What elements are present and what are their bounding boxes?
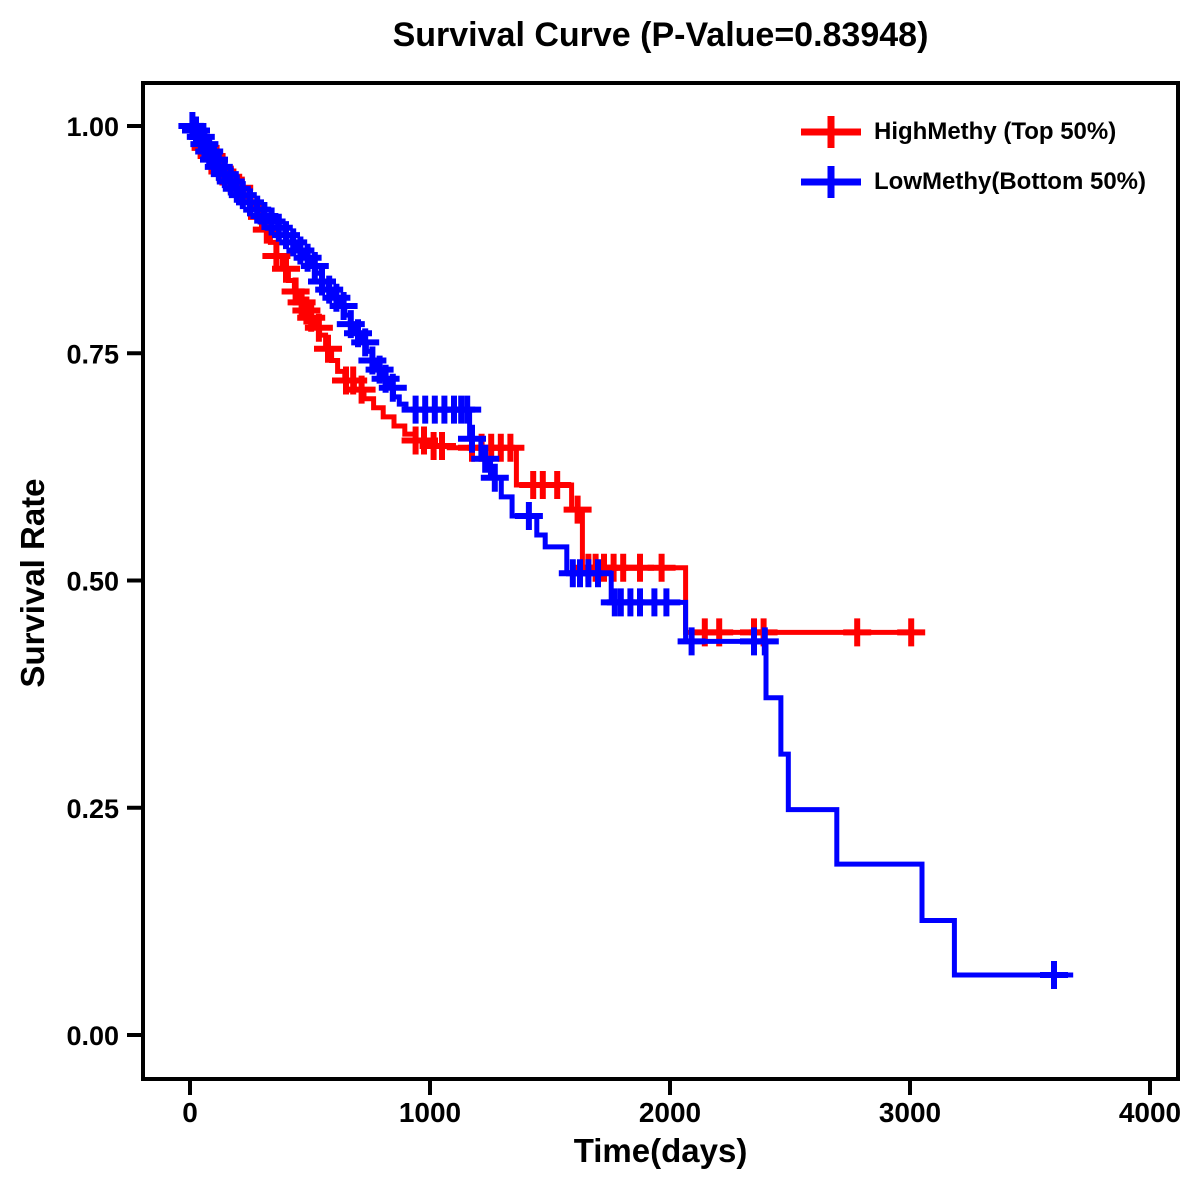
legend-item-lowmethy: LowMethy(Bottom 50%) [800,162,1146,202]
censor-mark [652,588,681,617]
censor-mark [843,618,872,647]
plot-frame [141,81,1180,1081]
censor-mark [647,553,676,582]
censor-mark [378,373,407,402]
y-tick-label: 0.25 [66,794,119,824]
y-tick-label: 1.00 [66,112,119,142]
x-tick-label: 3000 [879,1097,941,1128]
plus-line-marker-icon [801,166,861,198]
x-tick-label: 4000 [1119,1097,1181,1128]
x-tick-label: 1000 [399,1097,461,1128]
censor-mark [428,431,456,460]
legend-label-highmethy: HighMethy (Top 50%) [874,118,1117,145]
y-tick-label: 0.50 [66,567,119,597]
survival-curve-lowmethy [190,123,1074,978]
censor-mark [471,444,500,473]
censor-mark [453,395,482,424]
censor-mark [496,433,525,462]
censor-mark [584,559,612,588]
censor-mark [897,618,926,647]
censor-mark [480,463,509,492]
censor-mark [329,291,358,320]
x-tick-label: 0 [182,1097,198,1128]
censor-mark [543,471,572,500]
x-tick-label: 2000 [639,1097,701,1128]
x-axis-label: Time(days) [573,1132,748,1169]
y-tick-label: 0.75 [66,339,119,369]
censor-mark [1040,961,1068,990]
censor-mark [750,627,779,656]
y-tick-label: 0.00 [66,1021,119,1051]
censor-mark [677,627,706,656]
censor-mark [314,334,342,363]
censor-mark [347,375,376,404]
legend: HighMethy (Top 50%) LowMethy(Bottom 50%) [800,112,1146,202]
legend-label-lowmethy: LowMethy(Bottom 50%) [874,168,1146,195]
censor-mark [304,313,333,342]
chart-title: Survival Curve (P-Value=0.83948) [392,16,929,54]
censor-mark [351,328,380,357]
plus-line-marker-icon [801,116,861,148]
censor-mark [514,501,543,530]
censor-mark [563,495,592,524]
censor-mark [300,251,329,280]
censor-mark [272,254,300,283]
censor-mark [458,424,486,453]
legend-item-highmethy: HighMethy (Top 50%) [800,112,1146,152]
